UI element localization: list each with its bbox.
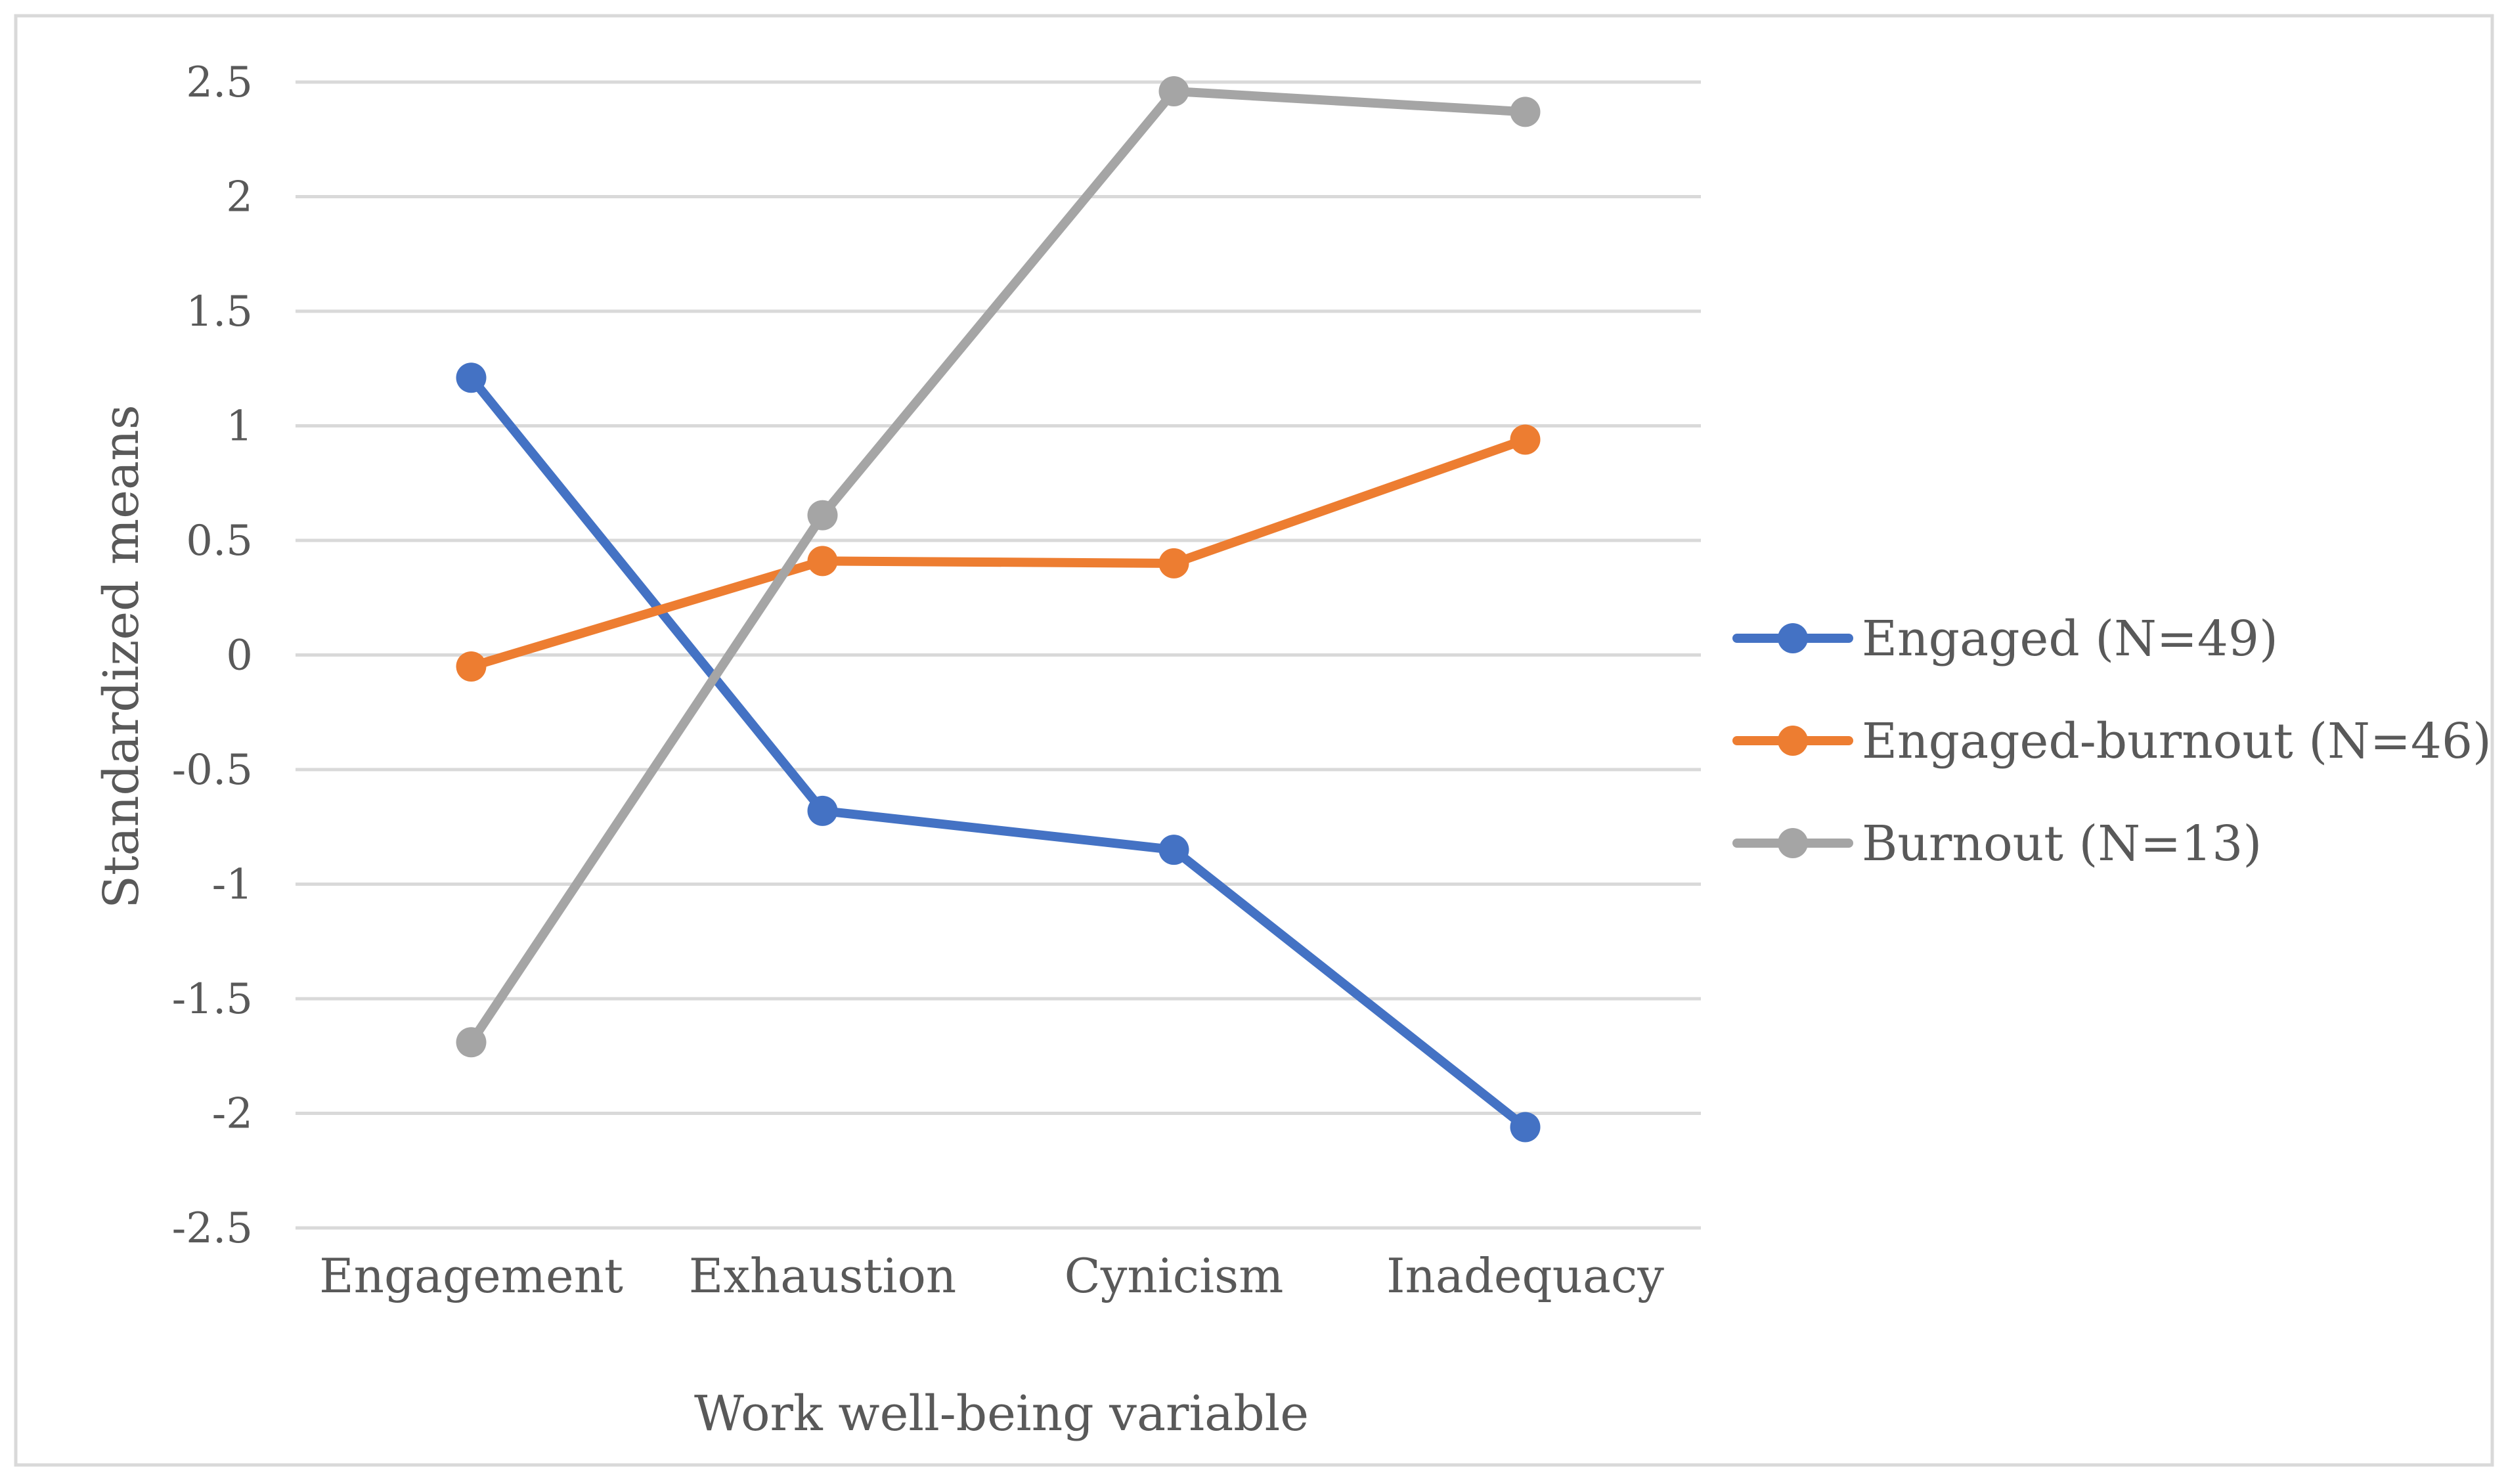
y-tick-label: 1.5 (186, 288, 253, 336)
legend-label: Engaged-burnout (N=46) (1862, 713, 2492, 770)
x-category-label: Engagement (319, 1248, 623, 1303)
x-category-label: Cynicism (1065, 1248, 1284, 1303)
data-point (807, 500, 838, 531)
y-tick-label: 2 (226, 173, 253, 222)
legend-swatch-marker (1778, 726, 1808, 756)
series-group (456, 424, 1541, 682)
y-tick-label: 2.5 (186, 58, 253, 107)
legend-swatch-marker (1778, 828, 1808, 858)
series-group (456, 362, 1541, 1143)
gridlines (296, 80, 1701, 1230)
y-tick-label: -1.5 (172, 975, 253, 1024)
y-tick-label: 0 (226, 632, 253, 680)
data-point (1158, 835, 1189, 865)
y-tick-label: -1 (212, 861, 253, 909)
x-axis-title: Work well-being variable (694, 1386, 1309, 1442)
legend-item: Engaged (N=49) (1732, 611, 2278, 667)
data-point (1510, 1112, 1541, 1143)
chart-border (14, 14, 2494, 1467)
x-category-label: Exhaustion (689, 1248, 956, 1303)
series-group (456, 76, 1541, 1058)
legend-item: Burnout (N=13) (1732, 816, 2262, 872)
data-point (456, 362, 487, 393)
series-line (466, 86, 1530, 1047)
y-tick-label: -0.5 (172, 746, 253, 795)
y-axis-title: Standardized means (93, 404, 150, 909)
series-lines (456, 76, 1541, 1143)
legend-item: Engaged-burnout (N=46) (1732, 713, 2492, 770)
data-point (807, 546, 838, 577)
series-line (466, 435, 1530, 671)
y-tick-label: 0.5 (186, 517, 253, 565)
data-point (1158, 76, 1189, 106)
y-axis-ticks: 2.5 2 1.5 1 0.5 0 -0.5 -1 -1.5 -2 -2.5 (172, 58, 253, 1253)
data-point (456, 651, 487, 682)
y-tick-label: -2.5 (172, 1204, 253, 1253)
data-point (1158, 548, 1189, 578)
legend-label: Engaged (N=49) (1862, 611, 2278, 667)
legend-label: Burnout (N=13) (1862, 816, 2262, 872)
x-category-label: Inadequacy (1386, 1248, 1664, 1303)
legend: Engaged (N=49) Engaged-burnout (N=46) Burn… (1732, 611, 2492, 872)
x-axis-categories: Engagement Exhaustion Cynicism Inadequacy (319, 1248, 1664, 1303)
data-point (1510, 424, 1541, 455)
series-line (466, 373, 1530, 1132)
y-tick-label: -2 (212, 1090, 253, 1139)
data-point (456, 1027, 487, 1058)
legend-swatch-marker (1778, 623, 1808, 653)
data-point (807, 795, 838, 826)
data-point (1510, 97, 1541, 127)
y-tick-label: 1 (226, 403, 253, 451)
